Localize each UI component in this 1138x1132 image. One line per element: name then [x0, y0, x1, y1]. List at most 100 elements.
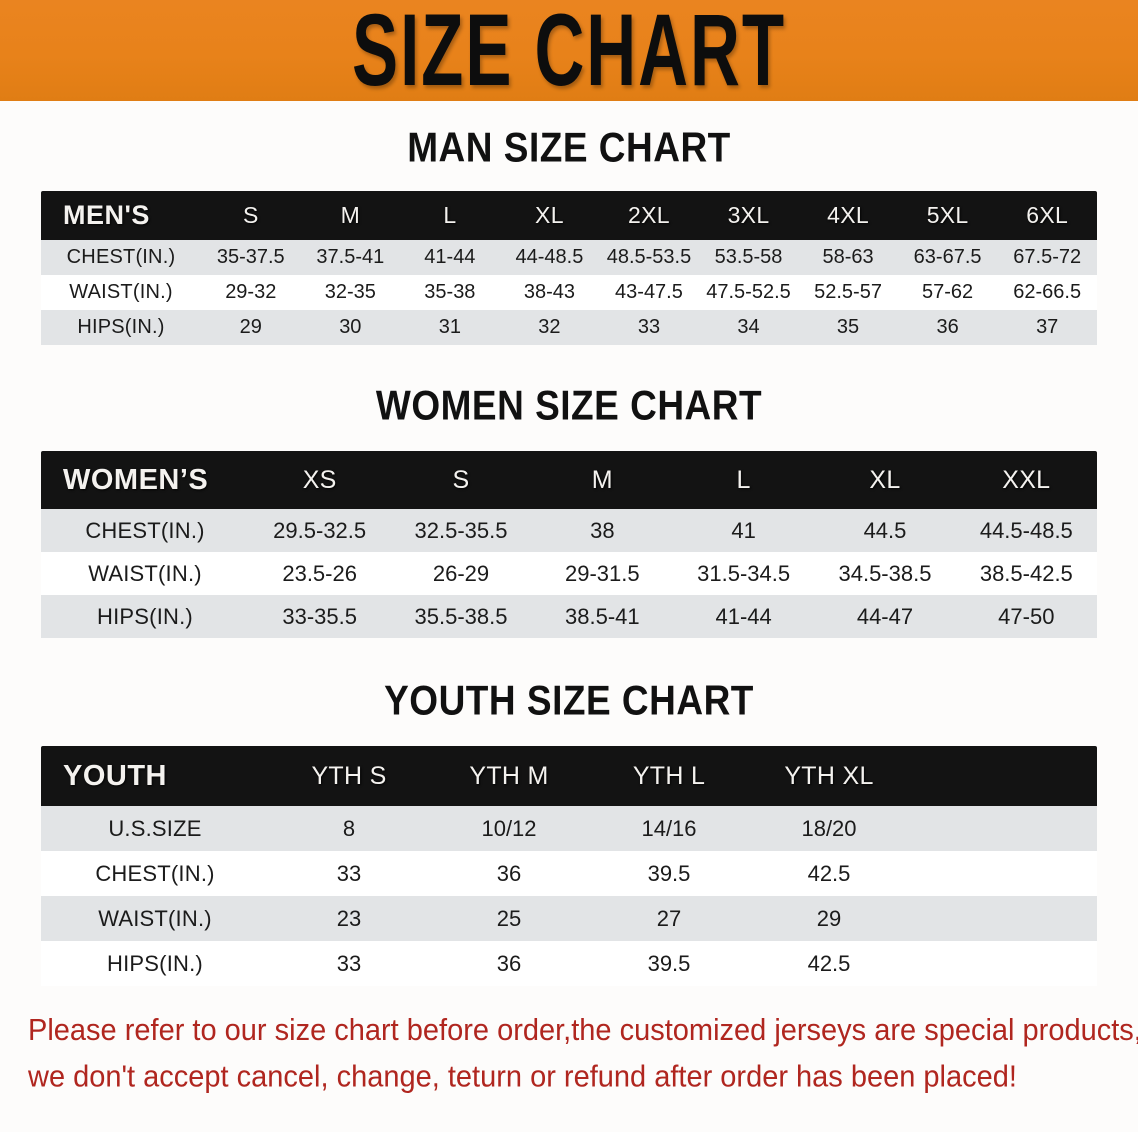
table-cell: 18/20 [749, 806, 909, 851]
table-cell: 38.5-41 [531, 595, 673, 638]
policy-line-2: we don't accept cancel, change, teturn o… [28, 1059, 1017, 1094]
policy-line-1: Please refer to our size chart before or… [28, 1013, 1138, 1048]
women-section-title: WOMEN SIZE CHART [375, 382, 763, 429]
women-size-header: M [531, 451, 673, 509]
table-cell: 23 [269, 896, 429, 941]
women-size-header: XL [814, 451, 956, 509]
table-cell: 35.5-38.5 [390, 595, 532, 638]
table-cell: 35 [798, 310, 898, 345]
table-cell: 33 [599, 310, 699, 345]
table-cell: 36 [429, 941, 589, 986]
youth-size-table-container: YOUTH YTH S YTH M YTH L YTH XL U.S.SIZE … [41, 746, 1097, 986]
table-cell: 32.5-35.5 [390, 509, 532, 552]
table-cell: 34 [698, 310, 799, 345]
table-cell: 43-47.5 [599, 275, 699, 310]
table-cell: 57-62 [897, 275, 998, 310]
youth-size-header: YTH S [269, 746, 429, 806]
row-label: WAIST(IN.) [41, 552, 249, 595]
table-cell: 41-44 [672, 595, 815, 638]
table-cell: 25 [429, 896, 589, 941]
man-size-table: MEN'S S M L XL 2XL 3XL 4XL 5XL 6XL CHEST… [41, 191, 1097, 345]
man-corner-label: MEN'S [41, 191, 201, 240]
table-cell-spacer [909, 806, 1097, 851]
page-title: SIZE CHART [352, 0, 786, 108]
table-cell: 10/12 [429, 806, 589, 851]
table-cell: 38-43 [499, 275, 600, 310]
women-size-table-container: WOMEN’S XS S M L XL XXL CHEST(IN.) 29.5-… [41, 451, 1097, 638]
table-cell: 36 [897, 310, 998, 345]
table-cell: 29-32 [201, 275, 301, 310]
man-size-header: 6XL [997, 191, 1097, 240]
table-cell: 39.5 [589, 851, 749, 896]
women-size-header: S [390, 451, 532, 509]
table-cell: 41-44 [400, 240, 500, 275]
table-row: WAIST(IN.) 23 25 27 29 [41, 896, 1097, 941]
youth-size-header: YTH M [429, 746, 589, 806]
youth-header-spacer [909, 746, 1097, 806]
table-cell: 34.5-38.5 [814, 552, 956, 595]
table-cell: 38 [531, 509, 673, 552]
table-cell: 26-29 [390, 552, 532, 595]
table-cell: 30 [300, 310, 401, 345]
youth-size-table: YOUTH YTH S YTH M YTH L YTH XL U.S.SIZE … [41, 746, 1097, 986]
women-size-table: WOMEN’S XS S M L XL XXL CHEST(IN.) 29.5-… [41, 451, 1097, 638]
table-cell: 23.5-26 [249, 552, 391, 595]
table-cell-spacer [909, 896, 1097, 941]
table-cell: 52.5-57 [798, 275, 898, 310]
table-row: CHEST(IN.) 33 36 39.5 42.5 [41, 851, 1097, 896]
table-row: CHEST(IN.) 29.5-32.5 32.5-35.5 38 41 44.… [41, 509, 1097, 552]
row-label: CHEST(IN.) [41, 509, 249, 552]
table-row: CHEST(IN.) 35-37.5 37.5-41 41-44 44-48.5… [41, 240, 1097, 275]
youth-corner-label: YOUTH [41, 746, 269, 806]
youth-size-header: YTH XL [749, 746, 909, 806]
table-cell: 29 [201, 310, 301, 345]
youth-table-header-row: YOUTH YTH S YTH M YTH L YTH XL [41, 746, 1097, 806]
table-cell: 33 [269, 851, 429, 896]
table-row: HIPS(IN.) 33-35.5 35.5-38.5 38.5-41 41-4… [41, 595, 1097, 638]
table-cell: 31 [400, 310, 500, 345]
table-cell: 37.5-41 [300, 240, 401, 275]
row-label: WAIST(IN.) [41, 275, 201, 310]
women-table-header-row: WOMEN’S XS S M L XL XXL [41, 451, 1097, 509]
table-cell: 44-48.5 [499, 240, 600, 275]
man-size-header: S [201, 191, 301, 240]
table-row: WAIST(IN.) 29-32 32-35 35-38 38-43 43-47… [41, 275, 1097, 310]
row-label: CHEST(IN.) [41, 851, 269, 896]
row-label: HIPS(IN.) [41, 595, 249, 638]
women-size-header: XS [249, 451, 391, 509]
man-size-table-container: MEN'S S M L XL 2XL 3XL 4XL 5XL 6XL CHEST… [41, 191, 1097, 345]
man-table-header-row: MEN'S S M L XL 2XL 3XL 4XL 5XL 6XL [41, 191, 1097, 240]
man-size-header: M [300, 191, 401, 240]
table-cell: 35-38 [400, 275, 500, 310]
man-size-header: 2XL [599, 191, 699, 240]
table-cell: 44.5 [814, 509, 956, 552]
man-section-title: MAN SIZE CHART [407, 124, 731, 171]
row-label: U.S.SIZE [41, 806, 269, 851]
table-cell: 31.5-34.5 [672, 552, 815, 595]
table-cell: 35-37.5 [201, 240, 301, 275]
table-row: HIPS(IN.) 33 36 39.5 42.5 [41, 941, 1097, 986]
table-cell: 29-31.5 [531, 552, 673, 595]
row-label: HIPS(IN.) [41, 941, 269, 986]
table-cell: 39.5 [589, 941, 749, 986]
man-size-header: L [400, 191, 500, 240]
page-banner: SIZE CHART [0, 0, 1138, 108]
table-cell: 48.5-53.5 [599, 240, 699, 275]
table-cell: 41 [672, 509, 815, 552]
table-cell: 29 [749, 896, 909, 941]
table-cell: 27 [589, 896, 749, 941]
table-cell-spacer [909, 941, 1097, 986]
table-cell: 37 [997, 310, 1097, 345]
table-cell: 38.5-42.5 [955, 552, 1097, 595]
table-row: U.S.SIZE 8 10/12 14/16 18/20 [41, 806, 1097, 851]
table-cell: 47.5-52.5 [698, 275, 799, 310]
women-size-header: L [672, 451, 815, 509]
man-size-header: XL [499, 191, 600, 240]
man-size-header: 3XL [698, 191, 799, 240]
table-cell: 44-47 [814, 595, 956, 638]
women-size-header: XXL [955, 451, 1097, 509]
table-cell: 47-50 [955, 595, 1097, 638]
table-cell-spacer [909, 851, 1097, 896]
man-size-header: 5XL [897, 191, 998, 240]
youth-section-title: YOUTH SIZE CHART [384, 677, 754, 724]
